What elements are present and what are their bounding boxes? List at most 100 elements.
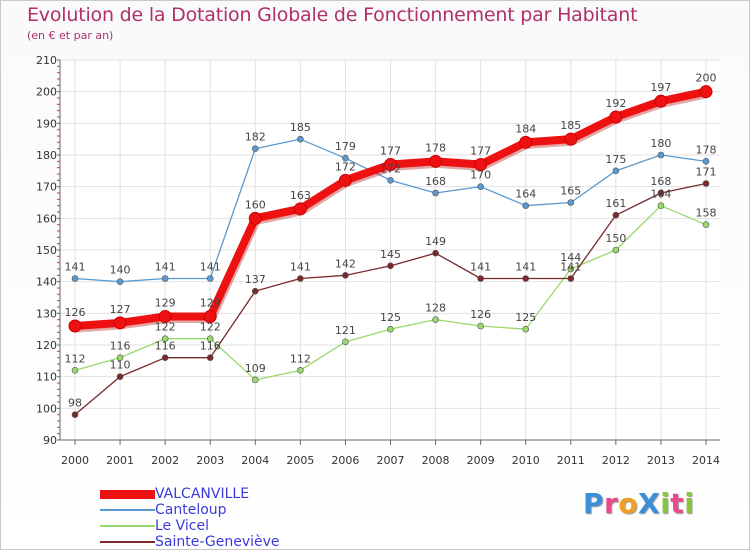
point-le-vicel	[297, 367, 304, 374]
x-tick-label: 2013	[647, 454, 675, 467]
legend-swatch	[100, 541, 155, 543]
point-valcanville	[158, 310, 172, 323]
x-tick-label: 2007	[377, 454, 405, 467]
data-label-valcanville: 163	[290, 189, 311, 202]
data-label-sainte-genevi-ve: 98	[68, 397, 82, 410]
point-valcanville	[293, 202, 307, 216]
x-tick-label: 2009	[467, 454, 495, 467]
point-le-vicel	[251, 376, 259, 384]
point-canteloup	[387, 177, 394, 184]
data-label-valcanville: 172	[335, 160, 356, 173]
data-label-sainte-genevi-ve: 141	[470, 261, 491, 274]
point-sainte-genevi-ve	[702, 180, 710, 187]
data-label-canteloup: 180	[650, 137, 671, 150]
data-label-le-vicel: 116	[110, 340, 131, 353]
data-label-canteloup: 141	[155, 261, 176, 274]
data-label-canteloup: 172	[380, 162, 401, 175]
logo-letter: r	[604, 487, 619, 520]
data-label-valcanville: 192	[605, 97, 626, 110]
point-le-vicel	[522, 325, 530, 333]
y-tick-label: 170	[36, 181, 57, 194]
point-sainte-genevi-ve	[116, 373, 124, 380]
point-le-vicel	[342, 338, 349, 346]
data-label-sainte-genevi-ve: 142	[335, 257, 356, 270]
y-tick-label: 90	[43, 434, 57, 447]
y-tick-label: 190	[36, 117, 57, 130]
point-sainte-genevi-ve	[71, 411, 79, 418]
point-valcanville	[609, 110, 623, 124]
data-labels: 141 140 141 141 182 185 179 172 168 170 164 165 175 1…	[65, 72, 717, 410]
y-tick-label: 180	[36, 149, 57, 162]
point-sainte-genevi-ve	[387, 262, 394, 270]
logo-letter: i	[684, 487, 695, 520]
data-label-canteloup: 170	[470, 169, 491, 182]
x-tick-label: 2002	[151, 454, 179, 467]
data-label-le-vicel: 125	[515, 311, 536, 324]
data-label-valcanville: 178	[425, 141, 446, 154]
point-sainte-genevi-ve	[342, 272, 349, 279]
point-canteloup	[206, 275, 214, 282]
x-tick-label: 2005	[286, 454, 314, 467]
data-label-sainte-genevi-ve: 116	[155, 340, 176, 353]
point-canteloup	[522, 202, 530, 209]
data-label-le-vicel: 128	[425, 302, 446, 315]
point-canteloup	[567, 199, 575, 206]
y-tick-label: 140	[36, 276, 57, 289]
point-sainte-genevi-ve	[297, 275, 304, 282]
point-canteloup	[612, 167, 620, 175]
point-le-vicel	[71, 367, 79, 374]
y-tick-label: 160	[36, 212, 57, 225]
point-canteloup	[297, 135, 304, 143]
data-label-sainte-genevi-ve: 171	[696, 166, 717, 179]
point-canteloup	[432, 189, 439, 197]
point-sainte-genevi-ve	[612, 211, 620, 219]
data-label-le-vicel: 125	[380, 311, 401, 324]
legend-swatch	[100, 509, 155, 511]
data-label-valcanville: 126	[65, 306, 86, 319]
chart-title: Evolution de la Dotation Globale de Fonc…	[27, 4, 638, 26]
data-label-le-vicel: 122	[200, 321, 221, 334]
data-label-valcanville: 197	[650, 81, 671, 94]
data-label-le-vicel: 126	[470, 308, 491, 321]
legend-label: Le Vicel	[155, 518, 209, 534]
data-label-canteloup: 140	[110, 264, 131, 277]
point-le-vicel	[477, 322, 484, 330]
y-tick-label: 100	[36, 402, 57, 415]
x-tick-label: 2012	[602, 454, 630, 467]
data-label-canteloup: 168	[425, 175, 446, 188]
x-tick-label: 2000	[61, 454, 89, 467]
data-label-canteloup: 179	[335, 140, 356, 153]
point-canteloup	[161, 275, 169, 282]
data-label-valcanville: 177	[380, 145, 401, 158]
point-valcanville	[564, 132, 578, 146]
logo-letter: t	[670, 487, 685, 520]
data-label-sainte-genevi-ve: 141	[290, 261, 311, 274]
legend-swatch	[100, 490, 155, 499]
y-tick-label: 120	[36, 339, 57, 352]
legend-label: VALCANVILLE	[155, 486, 250, 502]
data-label-le-vicel: 144	[560, 251, 581, 264]
data-label-canteloup: 141	[200, 261, 221, 274]
logo-letter: o	[618, 487, 639, 520]
x-tick-label: 2001	[106, 454, 134, 467]
series-group	[68, 85, 713, 418]
series-sainte-genevi-ve	[71, 180, 710, 418]
chart-subtitle: (en € et par an)	[27, 29, 114, 42]
point-sainte-genevi-ve	[251, 287, 259, 295]
data-label-valcanville: 185	[560, 119, 581, 132]
point-canteloup	[477, 183, 484, 190]
data-label-le-vicel: 122	[155, 321, 176, 334]
data-label-valcanville: 127	[110, 303, 131, 316]
data-label-sainte-genevi-ve: 137	[245, 273, 266, 286]
point-canteloup	[657, 151, 665, 159]
y-tick-label: 150	[36, 244, 57, 257]
point-sainte-genevi-ve	[477, 275, 484, 282]
data-label-sainte-genevi-ve: 161	[605, 197, 626, 210]
point-sainte-genevi-ve	[657, 189, 665, 197]
legend-swatch	[100, 525, 155, 527]
data-label-canteloup: 185	[290, 121, 311, 134]
data-label-canteloup: 175	[605, 153, 626, 166]
point-valcanville	[248, 211, 262, 225]
data-label-sainte-genevi-ve: 116	[200, 340, 221, 353]
point-valcanville	[519, 135, 533, 149]
